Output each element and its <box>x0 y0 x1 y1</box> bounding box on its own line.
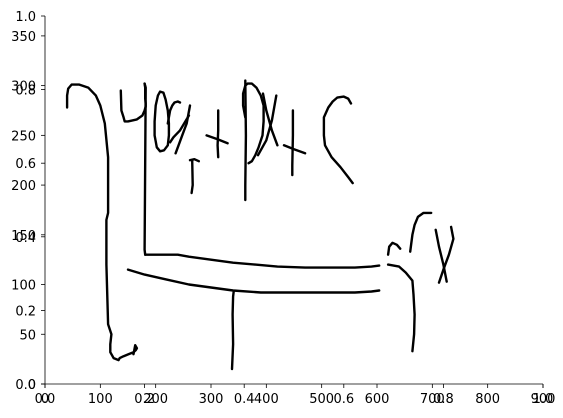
x-tick-label: 400 <box>254 392 279 407</box>
stroke-x3-1 <box>386 263 416 353</box>
y-tick-label: 0.0 <box>15 378 36 393</box>
bracket-left <box>65 83 139 362</box>
stroke-b-4 <box>126 268 381 294</box>
x-tick-label: 700 <box>420 392 445 407</box>
y-tick-label: 0.4 <box>15 231 36 246</box>
y-tick-label: 350 <box>11 30 36 45</box>
x-tick-label: 900 <box>531 392 556 407</box>
y-tick-label: 0.8 <box>15 84 36 99</box>
stroke-x2-2 <box>256 94 278 157</box>
x-tick-label: 800 <box>475 392 500 407</box>
ticks-layer: 0.0 0.2 0.4 0.6 0.8 1.0 0.0 0.2 0.4 0.6 0.8 1.0 0 100… <box>11 10 555 407</box>
y-tick-label: 50 <box>19 328 36 343</box>
stroke-b-2 <box>143 82 147 256</box>
x-tick-label: 200 <box>143 392 168 407</box>
x-tick-label: 0.6 <box>333 392 354 407</box>
y-tick-label: 1.0 <box>15 10 36 25</box>
stroke-vertical <box>230 290 235 371</box>
axes-frame <box>44 16 543 385</box>
y-tick-label: 0 <box>28 378 36 393</box>
stroke-bigP-1 <box>153 90 171 153</box>
stroke-x2-1 <box>261 92 279 147</box>
stroke-x3-3 <box>409 211 433 253</box>
stroke-c <box>322 95 354 185</box>
y-tick-label: 100 <box>11 279 36 294</box>
stroke-plus2-1 <box>282 144 307 155</box>
x-tick-label: 1.0 <box>533 392 554 407</box>
stroke-x4-2 <box>437 225 455 284</box>
x-tick-label: 600 <box>365 392 390 407</box>
y-tick-label: 150 <box>11 229 36 244</box>
x-tick-label: 0.0 <box>35 392 56 407</box>
x-tick-label: 0.8 <box>433 392 454 407</box>
stroke-b-3 <box>144 253 381 269</box>
stroke-x1-4 <box>190 159 194 195</box>
y-tick-label: 300 <box>11 80 36 95</box>
stroke-bigP-2 <box>166 100 182 125</box>
stroke-x4-1 <box>434 228 448 283</box>
y-tick-label: 0.2 <box>15 304 36 319</box>
handwriting-strokes <box>65 79 455 371</box>
x-tick-label: 100 <box>88 392 113 407</box>
x-tick-label: 0 <box>41 392 49 407</box>
stroke-P-2 <box>244 79 248 202</box>
x-tick-label: 0.4 <box>234 392 255 407</box>
x-tick-label: 500 <box>309 392 334 407</box>
y-tick-label: 0.6 <box>15 157 36 172</box>
stroke-plus2-2 <box>291 109 295 177</box>
stroke-x1-2 <box>168 114 191 144</box>
y-tick-label: 250 <box>11 129 36 144</box>
x-tick-label: 0.2 <box>134 392 155 407</box>
y-tick-label: 200 <box>11 179 36 194</box>
stroke-x3-2 <box>386 241 402 256</box>
stroke-P-1 <box>241 82 265 165</box>
stroke-plus1-2 <box>216 109 220 159</box>
x-tick-label: 300 <box>199 392 224 407</box>
